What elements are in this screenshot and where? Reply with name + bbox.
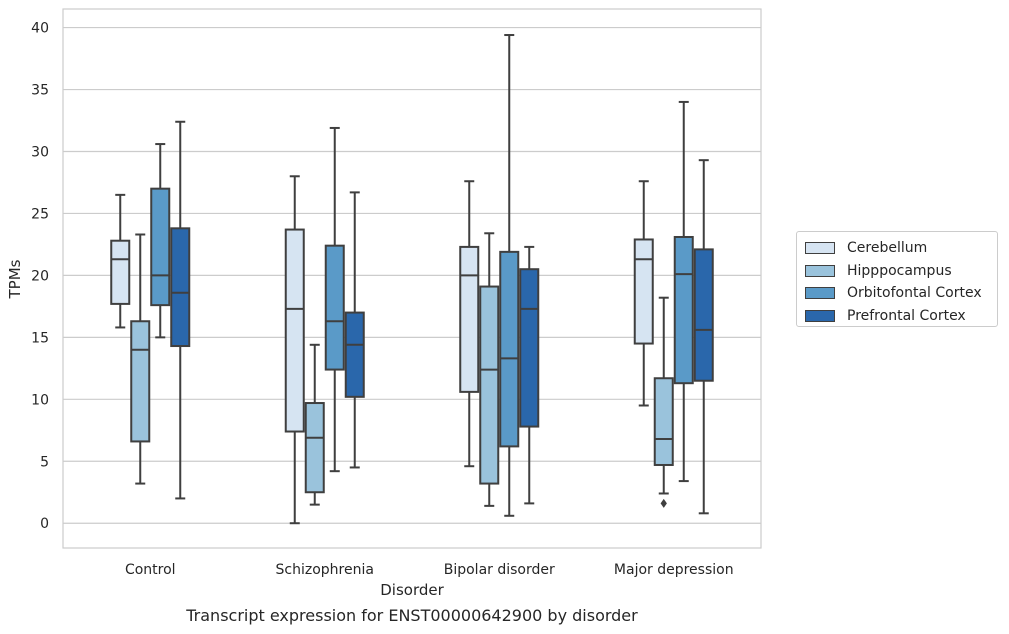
- box-iqr: [479, 285, 500, 485]
- x-tick-label: Major depression: [614, 562, 734, 578]
- box-2-1: [479, 232, 500, 507]
- legend-swatch-orbitofrontal-cortex: [805, 287, 835, 300]
- y-tick-label: 40: [31, 21, 49, 37]
- box-iqr: [344, 311, 365, 398]
- y-axis-label: TPMs: [6, 259, 24, 299]
- box-iqr: [633, 238, 654, 345]
- outlier-point: [660, 498, 667, 508]
- y-tick-label: 0: [40, 516, 49, 532]
- box-0-1: [130, 233, 151, 485]
- legend-swatch-hippocampus: [805, 264, 835, 277]
- box-iqr: [130, 320, 151, 443]
- box-3-2: [673, 100, 694, 483]
- box-iqr: [519, 268, 540, 428]
- box-2-0: [459, 180, 480, 468]
- legend-label: Cerebellum: [847, 240, 928, 257]
- legend-item-orbitofrontal-cortex: Orbitofontal Cortex: [805, 282, 989, 305]
- box-iqr: [110, 239, 131, 305]
- box-iqr: [653, 377, 674, 466]
- boxes: [110, 34, 714, 525]
- box-iqr: [459, 245, 480, 393]
- y-tick-label: 20: [31, 268, 49, 284]
- legend-swatch-prefrontal-cortex: [805, 309, 835, 322]
- legend: Cerebellum Hipppocampus Orbitofontal Cor…: [796, 231, 998, 327]
- plot-frame: [62, 8, 762, 549]
- legend-item-hippocampus: Hipppocampus: [805, 260, 989, 283]
- box-2-3: [519, 245, 540, 505]
- x-tick-labels: Control Schizophrenia Bipolar disorder Majo…: [125, 562, 734, 578]
- legend-swatch-cerebellum: [805, 242, 835, 255]
- box-1-1: [304, 343, 325, 506]
- box-3-3: [693, 159, 714, 515]
- y-tick-label: 15: [31, 330, 49, 346]
- box-iqr: [499, 250, 520, 448]
- box-0-0: [110, 193, 131, 329]
- legend-label: Hipppocampus: [847, 262, 952, 279]
- box-iqr: [304, 402, 325, 494]
- figure-caption: Transcript expression for ENST0000064290…: [186, 606, 638, 625]
- box-iqr: [324, 244, 345, 371]
- y-tick-label: 30: [31, 144, 49, 160]
- box-1-2: [324, 126, 345, 473]
- y-tick-labels: 0 5 10 15 20 25 30 35 40: [31, 21, 49, 533]
- legend-label: Prefrontal Cortex: [847, 307, 966, 324]
- box-3-0: [633, 180, 654, 407]
- x-tick-label: Control: [125, 562, 176, 578]
- box-2-2: [499, 34, 520, 517]
- box-0-2: [150, 143, 171, 339]
- x-tick-label: Schizophrenia: [276, 562, 374, 578]
- y-tick-label: 5: [40, 454, 49, 470]
- box-1-3: [344, 191, 365, 469]
- y-tick-label: 35: [31, 83, 49, 99]
- legend-item-prefrontal-cortex: Prefrontal Cortex: [805, 305, 989, 328]
- box-iqr: [284, 228, 305, 433]
- box-0-3: [170, 120, 191, 500]
- box-iqr: [693, 248, 714, 382]
- legend-item-cerebellum: Cerebellum: [805, 237, 989, 260]
- x-axis-label: Disorder: [380, 581, 444, 599]
- legend-label: Orbitofontal Cortex: [847, 285, 982, 302]
- x-tick-label: Bipolar disorder: [444, 562, 555, 578]
- box-iqr: [673, 235, 694, 385]
- box-iqr: [150, 187, 171, 307]
- y-tick-label: 10: [31, 392, 49, 408]
- y-tick-label: 25: [31, 206, 49, 222]
- box-3-1: [653, 296, 674, 508]
- box-iqr: [170, 227, 191, 348]
- box-1-0: [284, 175, 305, 525]
